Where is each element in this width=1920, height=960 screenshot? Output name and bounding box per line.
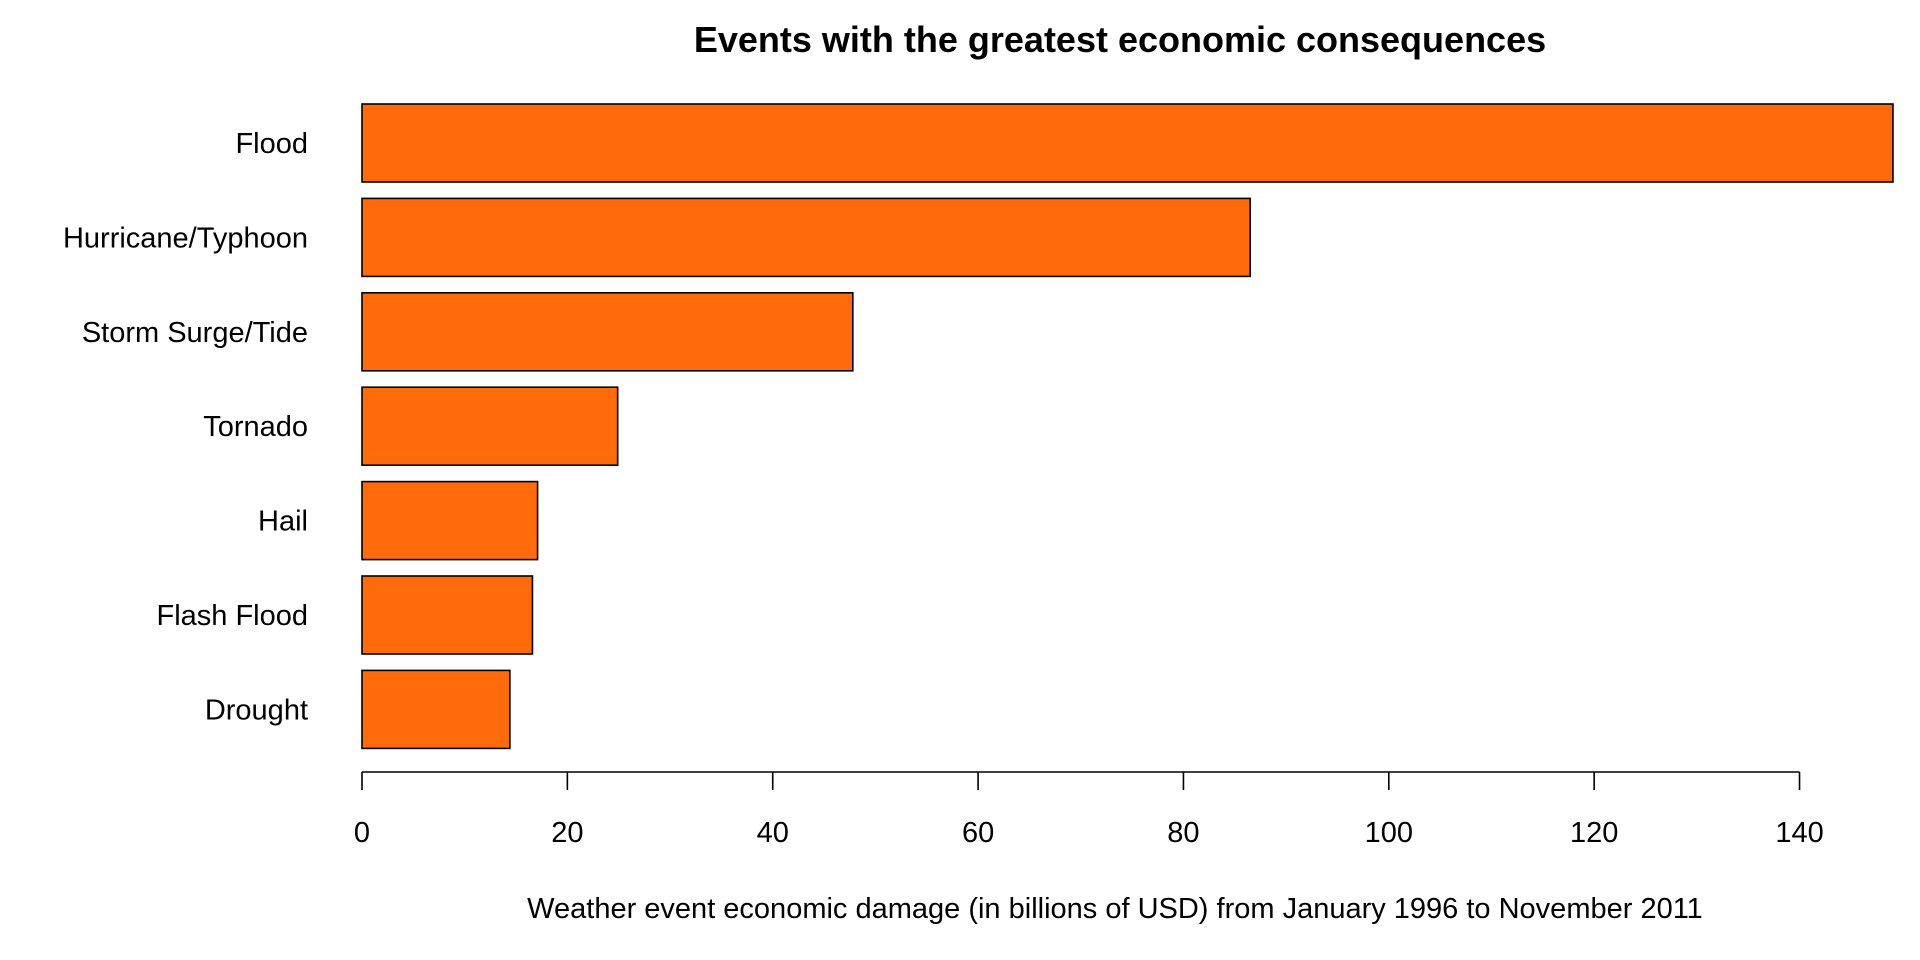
category-label-hail: Hail — [258, 506, 308, 538]
bar-flood — [361, 103, 1894, 183]
bar-tornado — [361, 386, 619, 467]
category-label-flood: Flood — [235, 128, 308, 160]
category-label-drought: Drought — [205, 694, 308, 726]
x-tick-label-20: 20 — [551, 817, 583, 849]
bar-hail — [361, 480, 539, 561]
x-tick-label-40: 40 — [757, 817, 789, 849]
bars-group — [361, 103, 1894, 750]
x-tick-label-60: 60 — [962, 817, 994, 849]
chart-title: Events with the greatest economic conseq… — [694, 19, 1546, 60]
x-tick-label-0: 0 — [354, 817, 370, 849]
x-axis-label: Weather event economic damage (in billio… — [527, 893, 1703, 925]
bar-drought — [361, 669, 511, 750]
x-tick-label-100: 100 — [1365, 817, 1413, 849]
x-axis: 0 20 40 60 80 100 120 140 — [354, 771, 1824, 849]
x-tick-label-120: 120 — [1570, 817, 1618, 849]
category-label-storm-surge-tide: Storm Surge/Tide — [82, 317, 308, 349]
category-label-flash-flood: Flash Flood — [156, 600, 308, 632]
x-tick-label-140: 140 — [1775, 817, 1823, 849]
category-label-tornado: Tornado — [203, 411, 308, 443]
x-tick-label-80: 80 — [1167, 817, 1199, 849]
bar-hurricane-typhoon — [361, 197, 1251, 278]
bar-storm-surge-tide — [361, 291, 854, 372]
bar-flash-flood — [361, 575, 534, 655]
category-labels: Flood Hurricane/Typhoon Storm Surge/Tide To… — [63, 128, 308, 726]
category-label-hurricane-typhoon: Hurricane/Typhoon — [63, 222, 308, 254]
